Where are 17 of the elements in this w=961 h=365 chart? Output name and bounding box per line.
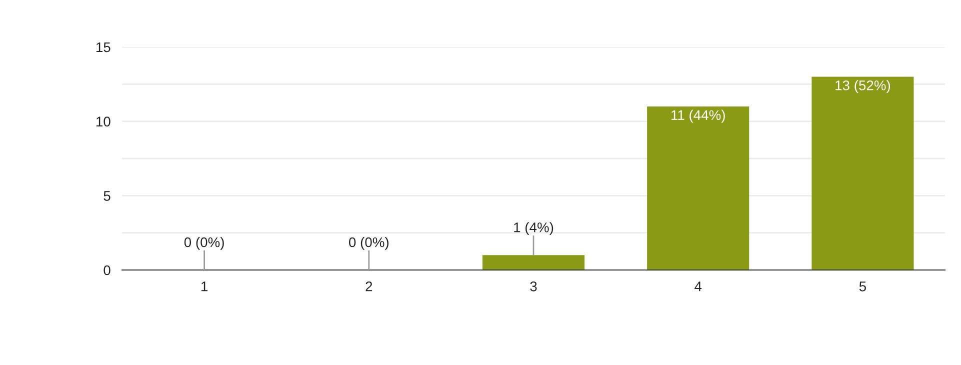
- data-label: 11 (44%): [671, 110, 725, 123]
- y-tick-label: 15: [96, 42, 110, 52]
- x-tick-label: 4: [694, 282, 702, 292]
- bar: [812, 76, 914, 270]
- x-tick-label: 1: [201, 282, 208, 292]
- data-label: 0 (0%): [348, 236, 388, 250]
- y-tick-label: 10: [96, 116, 110, 127]
- y-tick-label: 5: [104, 191, 110, 201]
- x-tick-label: 2: [366, 281, 372, 292]
- data-label: 0 (0%): [184, 236, 224, 250]
- x-tick-label: 3: [530, 281, 537, 292]
- data-label: 13 (52%): [836, 80, 890, 94]
- data-label: 1 (4%): [514, 222, 554, 236]
- x-tick-label: 5: [859, 282, 866, 292]
- bar: [482, 255, 585, 270]
- bar: [647, 106, 750, 270]
- y-tick-label: 0: [104, 265, 110, 276]
